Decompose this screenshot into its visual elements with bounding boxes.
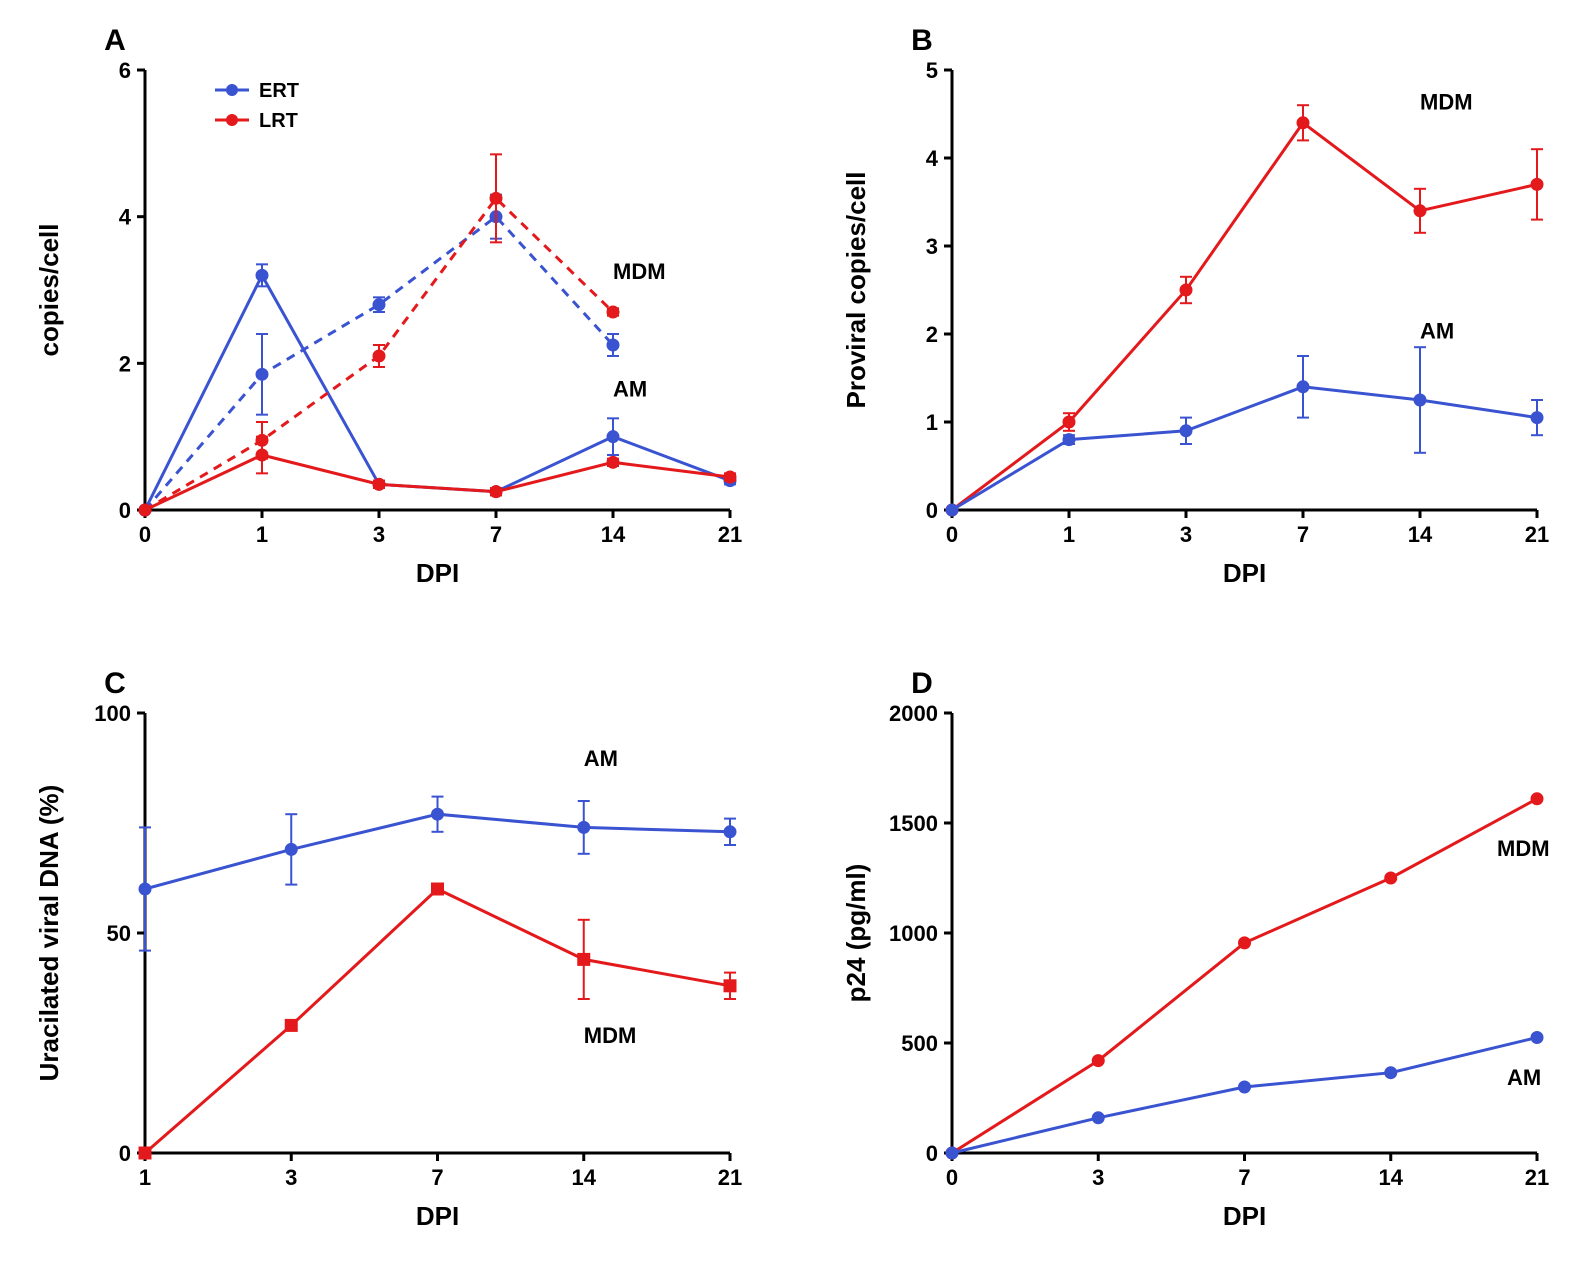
svg-text:7: 7 [1238,1165,1250,1190]
svg-text:ERT: ERT [259,80,299,102]
svg-text:B: B [911,24,933,57]
svg-text:2000: 2000 [889,701,938,726]
svg-text:DPI: DPI [416,1201,459,1231]
svg-text:AM: AM [1420,318,1454,343]
svg-text:7: 7 [1297,522,1309,547]
svg-text:D: D [911,667,933,700]
svg-text:C: C [104,667,126,700]
svg-text:0: 0 [119,498,131,523]
svg-text:DPI: DPI [1223,1201,1266,1231]
svg-text:14: 14 [1379,1165,1404,1190]
svg-text:0: 0 [926,498,938,523]
svg-text:copies/cell: copies/cell [34,224,64,357]
svg-text:MDM: MDM [1497,836,1550,861]
svg-text:1: 1 [926,410,938,435]
svg-text:4: 4 [119,205,132,230]
svg-text:21: 21 [1525,522,1549,547]
svg-text:14: 14 [1408,522,1433,547]
svg-text:21: 21 [718,1165,742,1190]
svg-text:MDM: MDM [613,259,666,284]
svg-text:3: 3 [373,522,385,547]
panel-a: 0 2 4 6 0 1 3 7 14 21 DPI copies/cell A MDM AM ERT LRT [20,20,767,623]
svg-text:p24 (pg/ml): p24 (pg/ml) [841,864,871,1003]
svg-text:1500: 1500 [889,811,938,836]
svg-text:500: 500 [901,1031,938,1056]
svg-text:14: 14 [601,522,626,547]
svg-text:50: 50 [107,921,131,946]
svg-text:0: 0 [119,1141,131,1166]
chart-grid: 024601371421DPIcopies/cellAMDMAMERTLRT 0… [20,20,1574,1266]
svg-text:3: 3 [926,234,938,259]
svg-text:0: 0 [926,1141,938,1166]
svg-text:DPI: DPI [416,558,459,588]
svg-text:MDM: MDM [584,1023,637,1048]
svg-text:14: 14 [572,1165,597,1190]
svg-text:A: A [104,24,126,57]
svg-text:Proviral copies/cell: Proviral copies/cell [841,171,871,408]
svg-text:1: 1 [1063,522,1075,547]
svg-text:100: 100 [94,701,131,726]
svg-text:7: 7 [431,1165,443,1190]
svg-text:3: 3 [1180,522,1192,547]
svg-text:5: 5 [926,58,938,83]
svg-text:LRT: LRT [259,110,298,132]
svg-text:6: 6 [119,58,131,83]
svg-text:1000: 1000 [889,921,938,946]
svg-text:3: 3 [1092,1165,1104,1190]
svg-text:0: 0 [946,522,958,547]
svg-text:4: 4 [926,146,939,171]
svg-text:MDM: MDM [1420,90,1473,115]
panel-b: 0 1 2 3 4 5 0 1 3 7 14 21 DPI Proviral copies/cell B MD… [827,20,1574,623]
svg-text:0: 0 [139,522,151,547]
chart-d-svg: 0 500 1000 1500 2000 0 3 7 14 21 DPI p24 (pg/ml) D MD… [827,663,1567,1243]
panel-d: 0 500 1000 1500 2000 0 3 7 14 21 DPI p24 (pg/ml) D MD… [827,663,1574,1266]
chart-b-svg: 0 1 2 3 4 5 0 1 3 7 14 21 DPI Proviral copies/cell B MD… [827,20,1567,600]
svg-text:2: 2 [926,322,938,347]
svg-text:Uracilated viral DNA (%): Uracilated viral DNA (%) [34,785,64,1082]
svg-text:AM: AM [584,746,618,771]
svg-text:21: 21 [718,522,742,547]
svg-text:AM: AM [613,376,647,401]
chart-c-svg: 0 50 100 1 3 7 14 21 DPI Uracilated viral DNA (%)… [20,663,760,1243]
chart-a-svg: 0 2 4 6 0 1 3 7 14 21 DPI copies/cell A MDM AM ERT LRT [20,20,760,600]
svg-text:7: 7 [490,522,502,547]
svg-text:AM: AM [1507,1065,1541,1090]
svg-text:21: 21 [1525,1165,1549,1190]
svg-text:3: 3 [285,1165,297,1190]
svg-text:2: 2 [119,351,131,376]
svg-text:1: 1 [256,522,268,547]
panel-c: 0 50 100 1 3 7 14 21 DPI Uracilated viral DNA (%)… [20,663,767,1266]
svg-text:0: 0 [946,1165,958,1190]
svg-text:1: 1 [139,1165,151,1190]
svg-text:DPI: DPI [1223,558,1266,588]
